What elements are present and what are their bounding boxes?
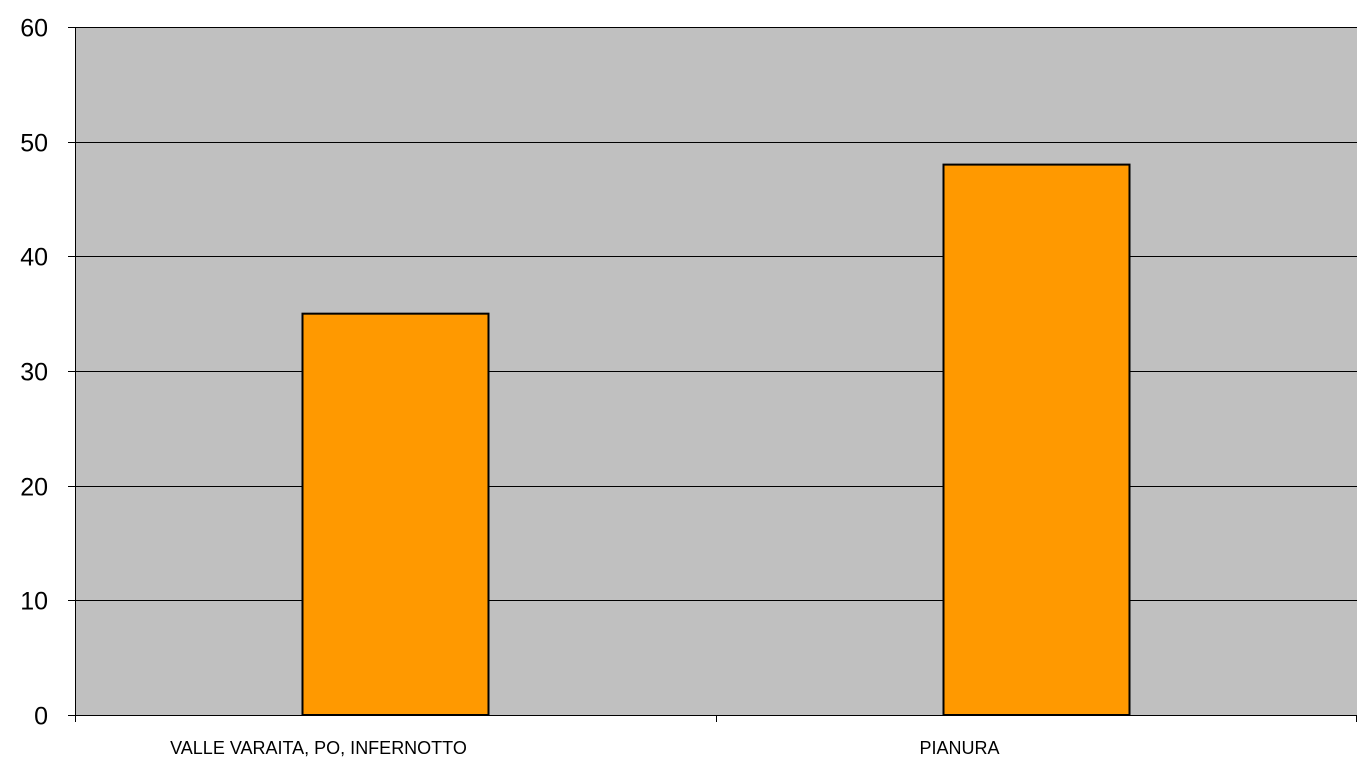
y-tick-label: 30 [20,359,48,387]
y-tick-label: 60 [20,15,48,43]
x-tick-label: PIANURA [919,738,999,758]
y-tick-label: 20 [20,474,48,502]
x-axis-ticks [75,715,1357,722]
y-tick-label: 40 [20,244,48,272]
gridlines [75,27,1357,601]
y-tick-label: 50 [20,130,48,158]
y-axis-tick-labels: 0 10 20 30 40 50 60 [20,15,48,731]
y-axis-ticks [68,27,75,716]
bar [301,312,490,716]
y-tick-label: 10 [20,588,48,616]
x-tick-label: VALLE VARAITA, PO, INFERNOTTO [170,738,467,758]
bars [301,163,1131,717]
bar [942,163,1131,717]
y-tick-label: 0 [34,703,48,731]
x-axis-tick-labels: VALLE VARAITA, PO, INFERNOTTO PIANURA [170,738,999,758]
